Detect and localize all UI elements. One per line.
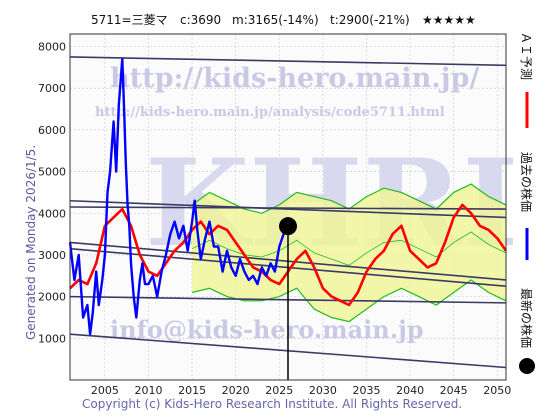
y-tick-label: 4000	[38, 207, 66, 220]
x-tick-label: 2025	[265, 384, 293, 397]
y-tick-label: 8000	[38, 41, 66, 54]
x-tick-label: 2005	[91, 384, 119, 397]
watermark-url-analysis: http://kids-hero.main.jp/analysis/code57…	[95, 105, 445, 120]
x-tick-label: 2040	[396, 384, 424, 397]
header-rating: ★★★★★	[422, 13, 476, 27]
band-fill	[192, 184, 506, 322]
legend-ai-label: ＡＩ予測	[519, 32, 533, 80]
x-tick-label: 2050	[483, 384, 511, 397]
legend-latest-label: 最新の株価	[519, 288, 534, 348]
trend-line	[69, 199, 507, 219]
trend-line	[69, 56, 507, 67]
y-tick-label: 6000	[38, 124, 66, 137]
y-tick-label: 7000	[38, 82, 66, 95]
header-mid-target: m:3165(-14%)	[232, 13, 319, 27]
header-code-name: 5711=三菱マ	[91, 13, 168, 27]
y-axis-ticks: 1000 2000 3000 4000 5000 6000 7000 8000	[38, 41, 66, 346]
x-tick-label: 2035	[352, 384, 380, 397]
plot-frame	[69, 33, 507, 381]
legend-latest-swatch	[519, 358, 535, 374]
forecast-band	[191, 183, 507, 323]
generated-note: Generated on Monday 2026/1/5.	[24, 145, 38, 340]
header-low-target: t:2900(-21%)	[330, 13, 410, 27]
x-tick-label: 2015	[178, 384, 206, 397]
legend: ＡＩ予測 過去の株価 最新の株価	[519, 32, 535, 374]
y-tick-label: 2000	[38, 291, 66, 304]
legend-past-label: 過去の株価	[519, 152, 534, 212]
y-tick-label: 1000	[38, 332, 66, 345]
x-tick-label: 2045	[440, 384, 468, 397]
x-tick-label: 2010	[134, 384, 162, 397]
trend-line	[69, 206, 507, 210]
current-marker-group	[279, 217, 297, 380]
band-lower-line	[191, 279, 507, 323]
x-axis-ticks: 2005 2010 2015 2020 2025 2030 2035 2040 2045 2050	[91, 384, 511, 397]
x-tick-label: 2030	[309, 384, 337, 397]
current-price-marker	[279, 217, 297, 236]
x-tick-label: 2020	[222, 384, 250, 397]
series-past-price	[68, 57, 290, 336]
watermark-email: info@kids-hero.main.jp	[110, 315, 424, 344]
header-current-price: c:3690	[180, 13, 221, 27]
y-tick-label: 3000	[38, 249, 66, 262]
footer-copyright: Copyright (c) Kids-Hero Research Institu…	[82, 397, 462, 411]
watermark-url-main: http://kids-hero.main.jp/	[110, 63, 479, 94]
y-tick-label: 5000	[38, 166, 66, 179]
